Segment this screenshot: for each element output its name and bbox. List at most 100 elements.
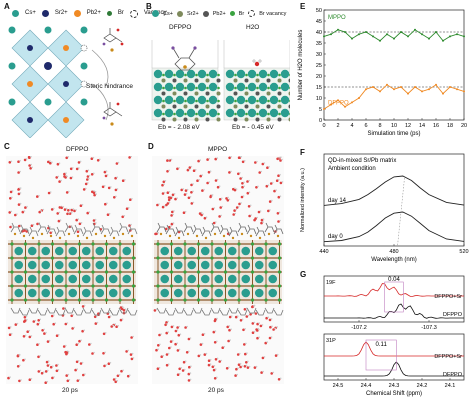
water-o xyxy=(269,182,273,185)
br-atom xyxy=(10,242,14,246)
br-atom xyxy=(77,256,82,260)
br-atom xyxy=(210,298,214,302)
water-o xyxy=(128,156,131,159)
nucleus-label: 19F xyxy=(326,280,336,286)
cs-atom xyxy=(14,246,24,256)
ligand-molecule xyxy=(255,309,266,316)
x-axis-label: Wavelength (nm) xyxy=(371,257,416,263)
water-h xyxy=(203,188,205,191)
water-o xyxy=(207,359,211,362)
br-atom xyxy=(277,270,282,274)
data-point xyxy=(365,31,367,33)
water-o xyxy=(186,168,190,172)
o-atom xyxy=(254,61,260,67)
br-atom xyxy=(217,112,220,116)
water-o xyxy=(214,358,218,361)
water-o xyxy=(7,326,11,330)
water-o xyxy=(51,376,54,380)
water-o xyxy=(244,352,247,356)
water-o xyxy=(197,354,201,358)
cs-atom xyxy=(269,69,279,79)
x-tick-label: 18 xyxy=(447,123,453,129)
br-atom xyxy=(23,284,28,288)
br-atom xyxy=(37,298,41,302)
shift-box xyxy=(384,281,404,313)
br-atom xyxy=(277,284,282,288)
water-h xyxy=(239,172,241,174)
br-atom xyxy=(169,256,174,260)
water-o xyxy=(256,329,259,332)
metal-atom xyxy=(233,78,238,83)
water-h xyxy=(230,328,232,330)
data-point xyxy=(358,97,360,99)
cs-atom xyxy=(254,288,264,298)
water-h xyxy=(11,225,13,227)
water-h xyxy=(245,307,248,310)
cs-atom xyxy=(236,108,246,118)
water-o xyxy=(50,314,54,318)
water-o xyxy=(21,210,25,214)
x-axis-label: Chemical Shift (ppm) xyxy=(366,391,422,397)
water-o xyxy=(240,195,244,199)
water-h xyxy=(216,340,218,343)
water-o xyxy=(75,218,78,222)
br-atom xyxy=(289,86,290,90)
water-o xyxy=(125,207,129,210)
water-h xyxy=(267,184,270,186)
water-o xyxy=(79,362,83,365)
water-h xyxy=(54,322,57,324)
water-o xyxy=(28,378,32,381)
water-o xyxy=(63,208,67,211)
ligand-molecule xyxy=(82,307,93,314)
spectrum-line xyxy=(323,211,465,243)
water-o xyxy=(180,188,183,192)
water-o xyxy=(239,365,242,369)
water-o xyxy=(243,365,247,368)
water-o xyxy=(49,365,53,369)
water-h xyxy=(203,332,206,335)
water-o xyxy=(166,202,170,205)
water-o xyxy=(170,214,173,217)
water-o xyxy=(70,314,73,318)
water-h xyxy=(65,207,68,210)
cs-atom xyxy=(27,260,37,270)
cs-atom xyxy=(197,108,207,118)
br-atom xyxy=(23,298,28,302)
chart-pl-spectra: 440 480 520 Wavelength (nm) Normalized inten… xyxy=(300,153,469,263)
water-h xyxy=(81,203,84,206)
water-h xyxy=(278,178,280,181)
water-o xyxy=(234,374,237,377)
water-h xyxy=(46,380,49,383)
y-tick-label: 30 xyxy=(316,52,322,58)
water-o xyxy=(242,328,245,332)
br-atom xyxy=(23,270,28,274)
x-tick-label: 2 xyxy=(336,123,339,129)
water-h xyxy=(241,365,243,367)
water-h xyxy=(182,188,185,190)
water-o xyxy=(190,183,193,187)
br-atom xyxy=(267,112,270,116)
water-o xyxy=(166,159,169,162)
water-h xyxy=(67,373,70,376)
ligand-molecule xyxy=(19,309,30,316)
cs-atom xyxy=(227,288,237,298)
p-atom xyxy=(222,234,226,238)
water-h xyxy=(241,318,244,321)
water-h xyxy=(262,221,264,223)
water-h xyxy=(241,176,243,179)
water-h xyxy=(170,225,172,227)
br-atom xyxy=(206,86,209,90)
water-o xyxy=(63,175,66,178)
water-o xyxy=(247,205,251,208)
water-o xyxy=(92,219,96,222)
water-o xyxy=(166,191,170,194)
metal-atom xyxy=(172,78,177,83)
cs-atom xyxy=(173,288,183,298)
metal-atom xyxy=(288,104,290,109)
water-h xyxy=(106,174,109,176)
water-h xyxy=(190,365,192,367)
water-o xyxy=(102,332,106,336)
water-h xyxy=(189,378,192,381)
h-atom xyxy=(252,59,256,63)
water-o xyxy=(276,212,280,215)
